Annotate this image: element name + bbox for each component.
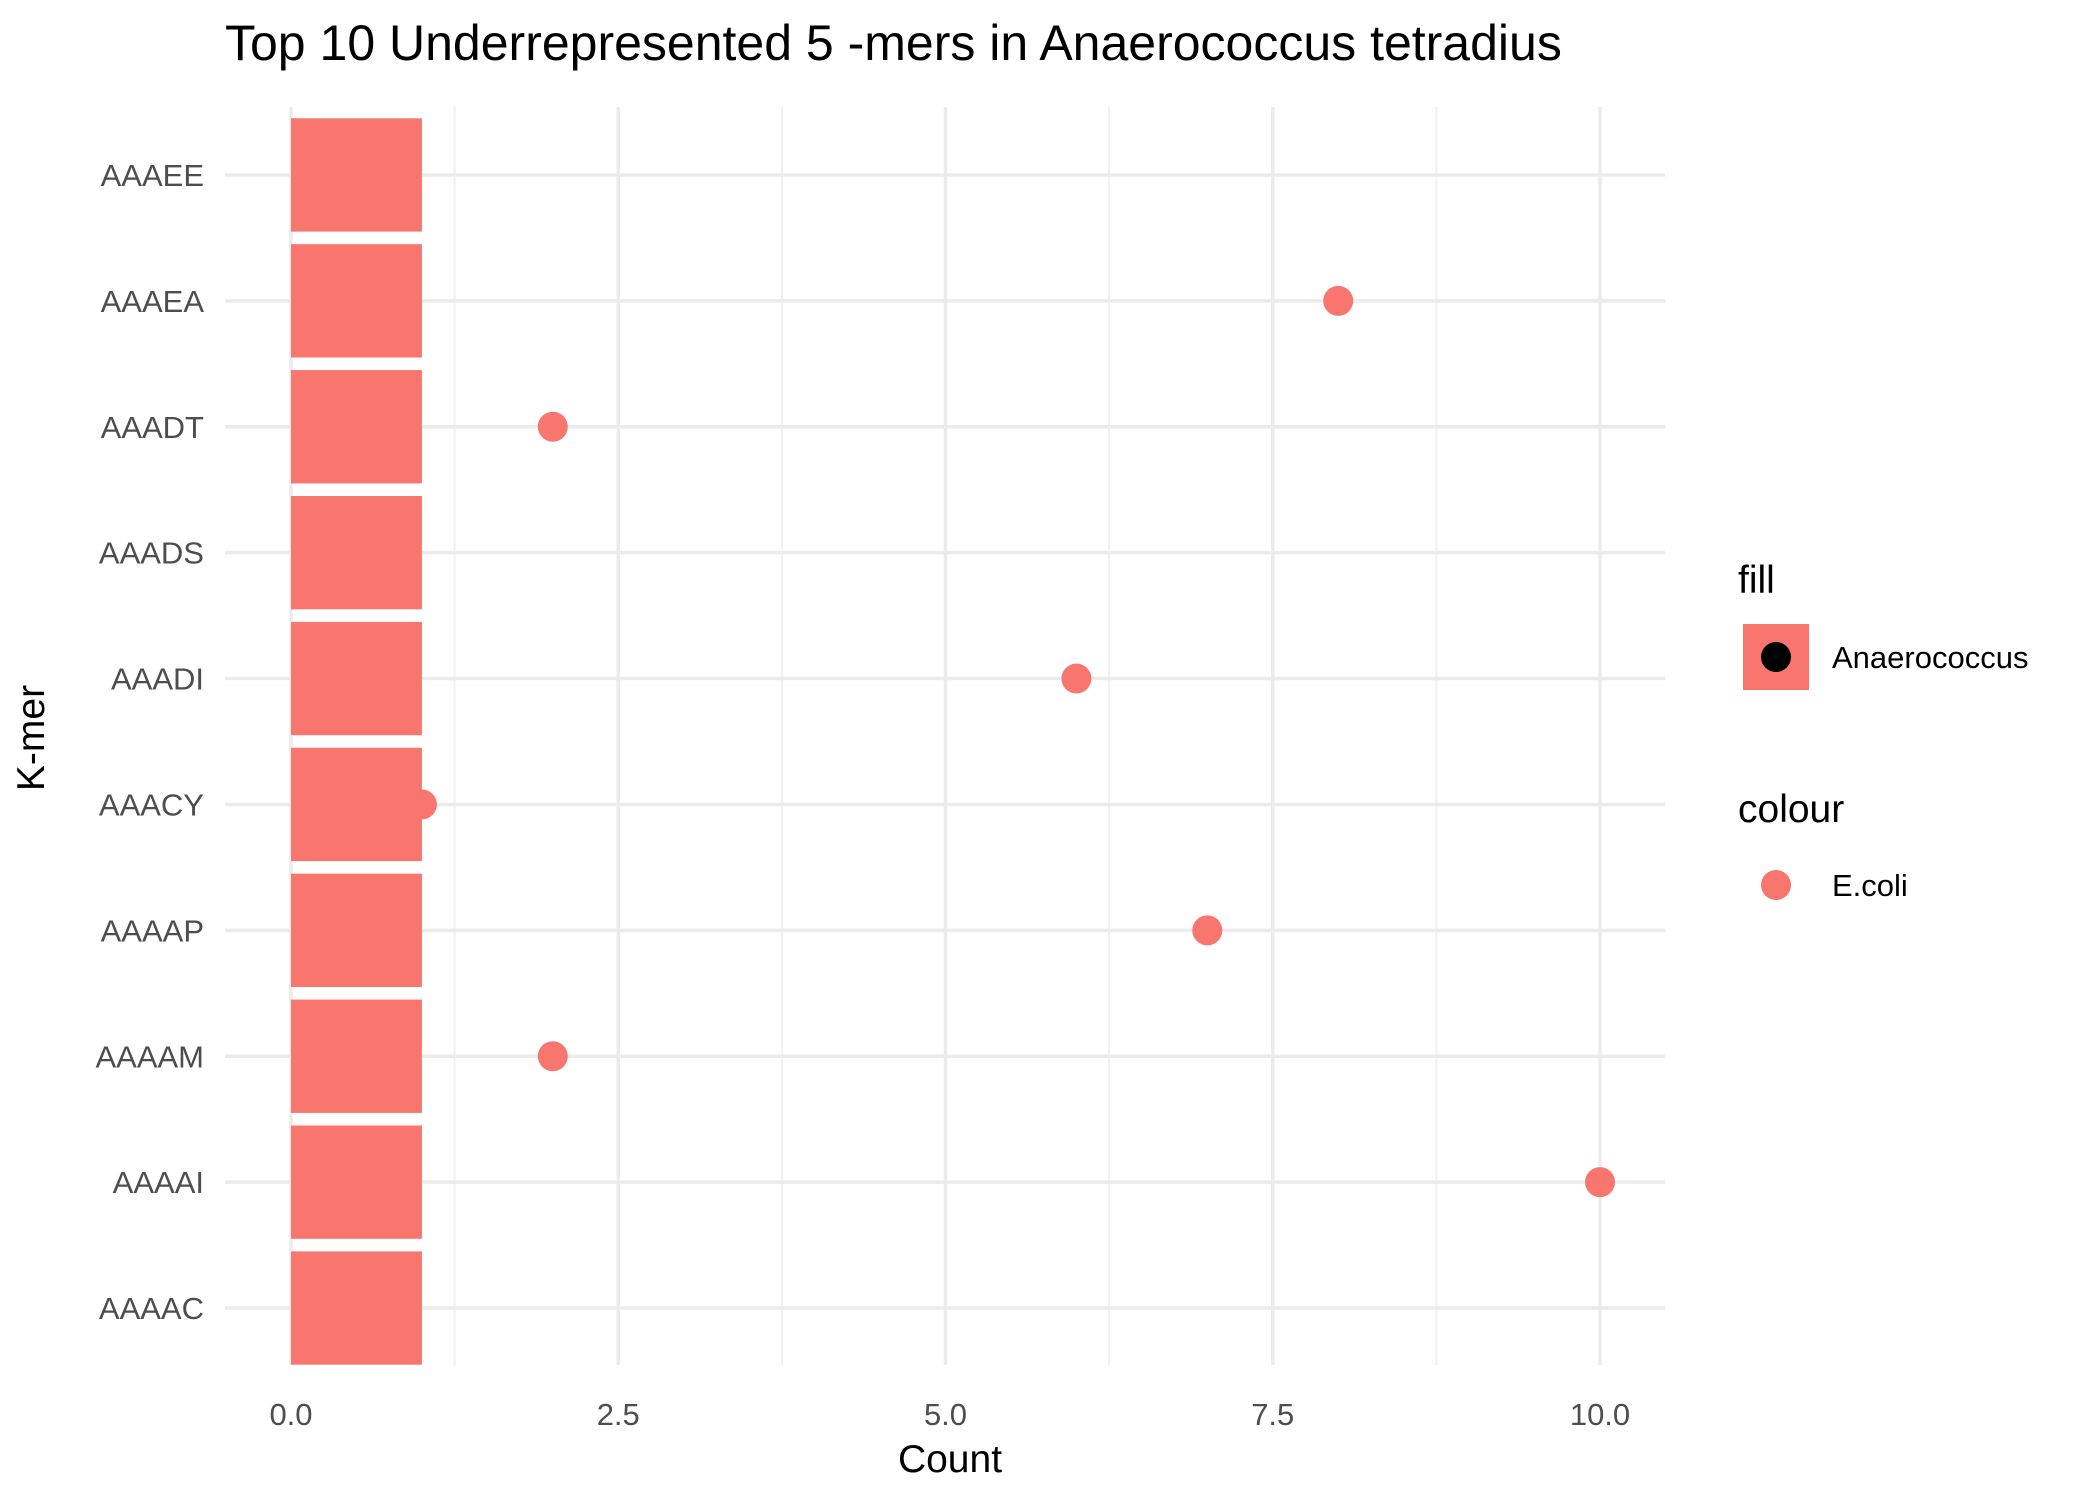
y-tick-label: AAADT: [101, 410, 204, 445]
x-tick-label: 0.0: [269, 1397, 312, 1432]
point-AAADT: [537, 411, 568, 442]
bar-AAAAC: [291, 1251, 422, 1365]
bar-AAAAI: [291, 1125, 422, 1239]
legend-fill-label: Anaerococcus: [1832, 640, 2028, 675]
x-axis-title: Count: [898, 1438, 1002, 1481]
bar-AAADT: [291, 370, 422, 484]
bar-AAAEA: [291, 244, 422, 358]
y-tick-label: AAAAM: [95, 1039, 204, 1074]
x-axis-ticks: 0.0 2.5 5.0 7.5 10.0: [269, 1397, 1630, 1432]
legend: fill Anaerococcus colour E.coli: [1738, 559, 2028, 903]
y-tick-label: AAAEE: [101, 158, 204, 193]
point-AAACY: [406, 789, 437, 820]
x-tick-label: 7.5: [1251, 1397, 1294, 1432]
y-tick-label: AAACY: [99, 787, 204, 822]
point-layer: [406, 285, 1615, 1198]
bar-AAAAM: [291, 999, 422, 1113]
y-axis-ticks: AAAAC AAAAI AAAAM AAAAP AAACY AAADI AAADS AAADT…: [95, 158, 204, 1326]
bar-AAACY: [291, 747, 422, 862]
y-tick-label: AAAAI: [113, 1165, 204, 1200]
bar-AAADS: [291, 495, 422, 610]
legend-colour-label: E.coli: [1832, 868, 1908, 903]
chart-title: Top 10 Underrepresented 5 -mers in Anaer…: [225, 15, 1562, 71]
x-tick-label: 2.5: [597, 1397, 640, 1432]
y-tick-label: AAADI: [111, 662, 204, 697]
legend-colour-title: colour: [1738, 788, 1844, 831]
bar-layer: [291, 118, 422, 1365]
x-tick-label: 5.0: [924, 1397, 967, 1432]
bar-AAAAP: [291, 873, 422, 988]
legend-colour-key: [1761, 870, 1791, 900]
legend-fill-point-key: [1761, 642, 1791, 672]
bar-AAADI: [291, 621, 422, 736]
x-tick-label: 10.0: [1570, 1397, 1630, 1432]
y-tick-label: AAAAC: [99, 1291, 204, 1326]
y-tick-label: AAAAP: [101, 913, 204, 948]
point-AAAAP: [1192, 915, 1223, 946]
y-tick-label: AAAEA: [101, 284, 205, 319]
point-AAADI: [1061, 663, 1092, 694]
legend-fill-title: fill: [1738, 559, 1775, 602]
y-tick-label: AAADS: [99, 536, 204, 571]
y-axis-title: K-mer: [10, 685, 53, 791]
point-AAAAI: [1585, 1167, 1615, 1198]
point-AAAEA: [1323, 285, 1354, 316]
bar-AAAEE: [291, 118, 422, 232]
point-AAAAM: [537, 1041, 568, 1072]
grid: [225, 107, 1665, 1365]
